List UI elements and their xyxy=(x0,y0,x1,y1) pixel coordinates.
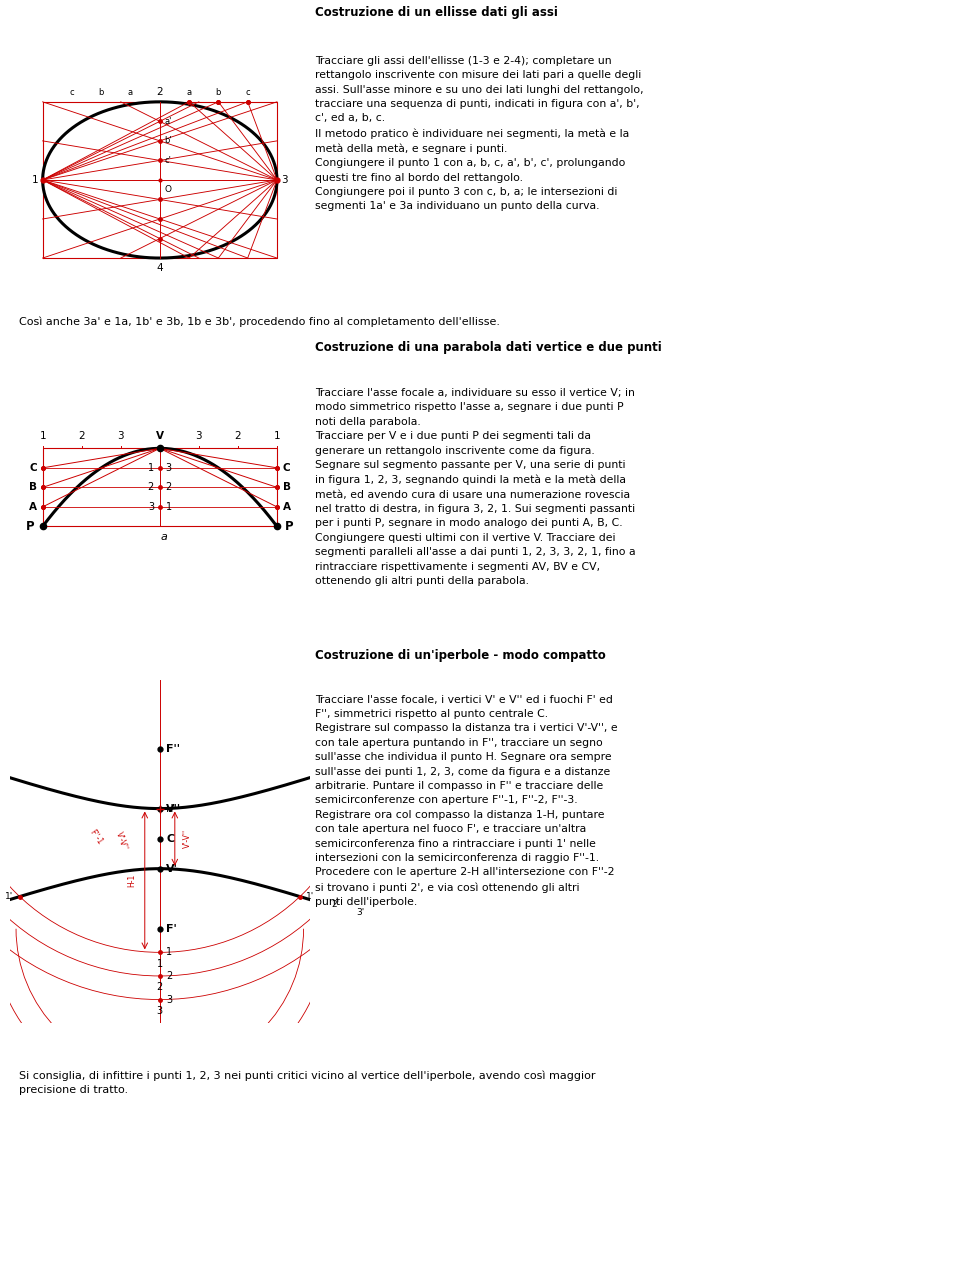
Text: P: P xyxy=(285,520,294,533)
Text: V'-V'': V'-V'' xyxy=(113,831,129,851)
Text: Tracciare l'asse focale a, individuare su esso il vertice V; in
modo simmetrico : Tracciare l'asse focale a, individuare s… xyxy=(315,388,636,586)
Text: b': b' xyxy=(164,136,172,145)
Text: Si consiglia, di infittire i punti 1, 2, 3 nei punti critici vicino al vertice d: Si consiglia, di infittire i punti 1, 2,… xyxy=(19,1071,596,1095)
Text: 1: 1 xyxy=(166,502,172,511)
Text: H: H xyxy=(166,804,174,814)
Text: 1': 1' xyxy=(5,892,13,901)
Text: 3: 3 xyxy=(148,502,154,511)
Text: F''-1: F''-1 xyxy=(87,828,104,847)
Text: Tracciare l'asse focale, i vertici V' e V'' ed i fuochi F' ed
F'', simmetrici ri: Tracciare l'asse focale, i vertici V' e … xyxy=(315,695,617,907)
Text: A: A xyxy=(283,502,291,511)
Text: Tracciare gli assi dell'ellisse (1-3 e 2-4); completare un
rettangolo inscrivent: Tracciare gli assi dell'ellisse (1-3 e 2… xyxy=(315,56,643,211)
Text: 3': 3' xyxy=(356,908,365,917)
Text: 1: 1 xyxy=(166,948,173,958)
Text: B: B xyxy=(29,482,36,492)
Text: a: a xyxy=(128,88,133,97)
Text: 3: 3 xyxy=(117,430,124,440)
Text: 1: 1 xyxy=(148,463,154,473)
Text: C: C xyxy=(166,833,175,843)
Text: 2: 2 xyxy=(148,482,154,492)
Text: 2: 2 xyxy=(234,430,241,440)
Text: V: V xyxy=(156,430,164,440)
Text: c: c xyxy=(246,88,250,97)
Text: a: a xyxy=(186,88,192,97)
Text: A: A xyxy=(29,502,36,511)
Text: 1: 1 xyxy=(39,430,46,440)
Text: c: c xyxy=(70,88,74,97)
Text: 3: 3 xyxy=(196,430,203,440)
Text: H-1: H-1 xyxy=(127,874,136,887)
Text: Così anche 3a' e 1a, 1b' e 3b, 1b e 3b', procedendo fino al completamento dell'e: Così anche 3a' e 1a, 1b' e 3b, 1b e 3b',… xyxy=(19,317,500,327)
Text: 3: 3 xyxy=(281,176,287,184)
Text: F': F' xyxy=(166,923,177,934)
Text: 1: 1 xyxy=(274,430,280,440)
Text: 1: 1 xyxy=(32,176,38,184)
Text: C: C xyxy=(283,463,291,473)
Text: 2': 2' xyxy=(332,899,340,909)
Text: 2: 2 xyxy=(166,482,172,492)
Text: 1': 1' xyxy=(306,892,315,901)
Text: c': c' xyxy=(164,156,172,165)
Text: O: O xyxy=(164,184,172,193)
Text: V': V' xyxy=(166,864,179,874)
Text: 4: 4 xyxy=(156,263,163,272)
Text: 3: 3 xyxy=(166,995,173,1005)
Text: V'-V'': V'-V'' xyxy=(183,829,192,848)
Text: 3: 3 xyxy=(156,1006,163,1016)
Text: b: b xyxy=(99,88,104,97)
Text: a': a' xyxy=(164,117,172,126)
Text: 2: 2 xyxy=(156,88,163,97)
Text: 2: 2 xyxy=(166,971,173,981)
Text: Costruzione di un'iperbole - modo compatto: Costruzione di un'iperbole - modo compat… xyxy=(315,649,606,663)
Text: Costruzione di un ellisse dati gli assi: Costruzione di un ellisse dati gli assi xyxy=(315,6,558,19)
Text: B: B xyxy=(283,482,291,492)
Text: 2: 2 xyxy=(156,982,163,992)
Text: Costruzione di una parabola dati vertice e due punti: Costruzione di una parabola dati vertice… xyxy=(315,341,661,354)
Text: 2: 2 xyxy=(79,430,85,440)
Text: b: b xyxy=(216,88,221,97)
Text: 1: 1 xyxy=(156,959,163,969)
Text: F'': F'' xyxy=(166,744,180,753)
Text: P: P xyxy=(26,520,35,533)
Text: V'': V'' xyxy=(166,804,181,814)
Text: a: a xyxy=(160,532,167,542)
Text: 3: 3 xyxy=(166,463,172,473)
Text: C: C xyxy=(29,463,36,473)
